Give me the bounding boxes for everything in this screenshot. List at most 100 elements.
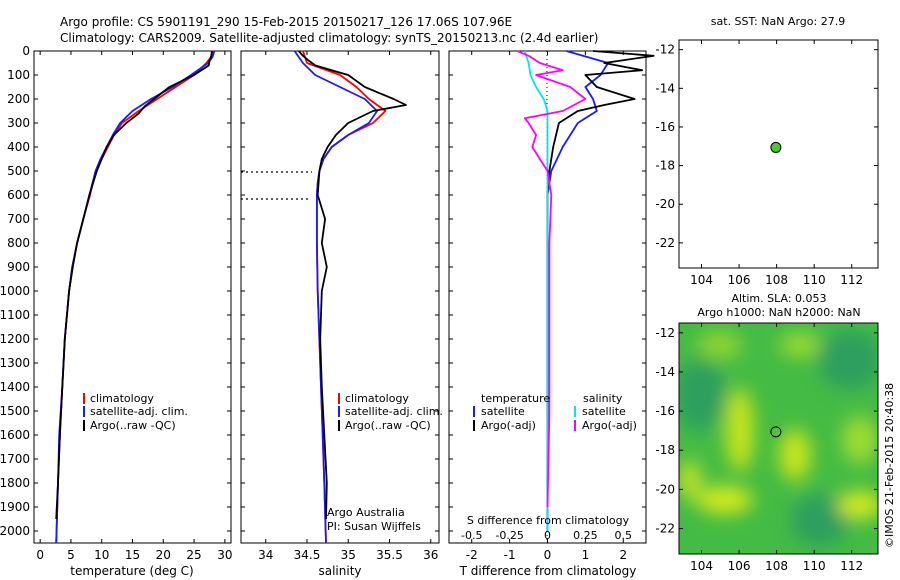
salinity-x-axis: 34 34.5 35 35.5 36 <box>258 51 438 562</box>
x-tick-label: 25 <box>186 548 201 562</box>
sla-map-title-line1: Altim. SLA: 0.053 <box>731 292 826 305</box>
x-tick-label: 36 <box>423 548 438 562</box>
sla-map-panel: Altim. SLA: 0.053 Argo h1000: NaN h2000:… <box>655 292 879 573</box>
s-tick-label: -0.5 <box>461 529 482 542</box>
salinity-y-ticks <box>241 50 439 532</box>
map-y-tick-label: -20 <box>655 197 675 211</box>
map-y-tick-label: -22 <box>655 522 675 536</box>
difference-y-ticks <box>449 50 646 532</box>
s-difference-xlabel: S difference from climatology <box>467 514 630 527</box>
pi-label: PI: Susan Wijffels <box>327 520 421 533</box>
x-tick-label: 30 <box>217 548 232 562</box>
x-tick-label: 15 <box>125 548 140 562</box>
x-tick-label: 0 <box>544 548 552 562</box>
legend-label-argo: Argo(..raw -QC) <box>345 419 431 432</box>
depth-tick-label: 1000 <box>0 284 30 298</box>
legend-label-climatology: climatology <box>90 392 154 405</box>
map-y-tick-label: -12 <box>655 43 675 57</box>
map-y-tick-label: -14 <box>655 365 675 379</box>
legend-group-temperature: temperature <box>481 392 550 405</box>
legend-label-climatology: climatology <box>345 392 409 405</box>
x-tick-label: 1 <box>582 548 590 562</box>
depth-tick-label: 1900 <box>0 500 30 514</box>
depth-tick-label: 1300 <box>0 356 30 370</box>
legend-label-satellite: satellite-adj. clim. <box>345 405 443 418</box>
temperature-series <box>55 50 216 544</box>
x-tick-label: -2 <box>466 548 478 562</box>
depth-axis: 0 100 200 300 400 500 600 700 800 900 1000 1100 1200… <box>0 44 231 538</box>
depth-tick-label: 1200 <box>0 332 30 346</box>
depth-tick-label: 2000 <box>0 524 30 538</box>
x-tick-label: 2 <box>619 548 627 562</box>
difference-legend: temperature salinity satellite Argo(-adj… <box>473 392 637 432</box>
depth-tick-label: 500 <box>7 164 30 178</box>
argo-australia-label: Argo Australia <box>327 506 405 519</box>
argo-location-marker <box>770 141 782 153</box>
map-x-tick-label: 108 <box>765 273 788 287</box>
map-x-tick-label: 106 <box>728 559 751 573</box>
map-x-tick-label: 104 <box>690 273 713 287</box>
series-line-argo-raw-qc- <box>298 50 407 520</box>
x-tick-label: 10 <box>94 548 109 562</box>
x-tick-label: 20 <box>156 548 171 562</box>
legend-group-salinity: salinity <box>583 392 623 405</box>
depth-tick-label: 1400 <box>0 380 30 394</box>
x-tick-label: 35.5 <box>376 548 403 562</box>
header-line1: Argo profile: CS 5901191_290 15-Feb-2015… <box>60 15 512 29</box>
map-x-tick-label: 112 <box>840 559 863 573</box>
temperature-xlabel: temperature (deg C) <box>70 564 193 578</box>
map-x-tick-label: 112 <box>840 273 863 287</box>
legend-label-satellite: satellite-adj. clim. <box>90 405 188 418</box>
map-y-tick-label: -16 <box>655 404 675 418</box>
depth-tick-label: 600 <box>7 188 30 202</box>
depth-tick-label: 700 <box>7 212 30 226</box>
temperature-axes-frame <box>33 50 232 544</box>
map-x-tick-label: 108 <box>765 559 788 573</box>
x-tick-label: 5 <box>67 548 75 562</box>
depth-tick-label: 0 <box>22 44 30 58</box>
legend-label-temp-argo: Argo(-adj) <box>481 419 536 432</box>
salinity-series <box>293 50 407 544</box>
depth-tick-label: 100 <box>7 68 30 82</box>
sla-map-frame <box>678 322 879 555</box>
depth-tick-label: 1500 <box>0 404 30 418</box>
depth-tick-label: 400 <box>7 140 30 154</box>
map-y-tick-label: -20 <box>655 482 675 496</box>
sst-map-frame <box>678 39 879 269</box>
sst-map-points <box>770 141 782 153</box>
difference-panel: -2 -1 0 1 2 -0.5 -0.25 0 0.25 0.5 S difference f… <box>448 50 655 578</box>
map-y-tick-label: -12 <box>655 326 675 340</box>
difference-series <box>516 50 655 531</box>
legend-label-sal-satellite: satellite <box>582 405 626 418</box>
legend-label-temp-satellite: satellite <box>481 405 525 418</box>
s-difference-x-axis: -0.5 -0.25 0 0.25 0.5 <box>461 529 632 542</box>
x-tick-label: 0 <box>36 548 44 562</box>
x-tick-label: 34.5 <box>294 548 321 562</box>
x-tick-label: -1 <box>504 548 516 562</box>
temperature-panel: 0100200300400500600700800900100011001200… <box>0 44 232 578</box>
sst-map-title: sat. SST: NaN Argo: 27.9 <box>711 15 845 28</box>
legend-label-sal-argo: Argo(-adj) <box>582 419 637 432</box>
map-y-tick-label: -16 <box>655 120 675 134</box>
map-y-tick-label: -22 <box>655 236 675 250</box>
series-line-argo-raw-qc- <box>55 50 213 520</box>
imos-credit: ©IMOS 21-Feb-2015 20:40:38 <box>883 383 896 548</box>
depth-tick-label: 1600 <box>0 428 30 442</box>
map-x-tick-label: 110 <box>803 559 826 573</box>
depth-tick-label: 1800 <box>0 476 30 490</box>
series-line-salinity-satellite <box>523 50 549 531</box>
x-tick-label: 35 <box>341 548 356 562</box>
x-tick-label: 34 <box>258 548 273 562</box>
s-tick-label: 0.5 <box>615 529 633 542</box>
sla-map-title-line2: Argo h1000: NaN h2000: NaN <box>697 306 860 319</box>
depth-tick-label: 1100 <box>0 308 30 322</box>
salinity-axes-frame <box>240 50 440 544</box>
map-x-tick-label: 106 <box>728 273 751 287</box>
depth-tick-label: 1700 <box>0 452 30 466</box>
depth-tick-label: 900 <box>7 260 30 274</box>
temperature-legend: climatology satellite-adj. clim. Argo(..… <box>83 392 188 432</box>
depth-tick-label: 300 <box>7 116 30 130</box>
salinity-panel: 34 34.5 35 35.5 36 salinity climatology sate… <box>240 50 443 578</box>
s-tick-label: 0 <box>544 529 551 542</box>
